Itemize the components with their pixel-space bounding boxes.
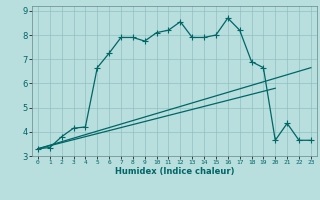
X-axis label: Humidex (Indice chaleur): Humidex (Indice chaleur): [115, 167, 234, 176]
